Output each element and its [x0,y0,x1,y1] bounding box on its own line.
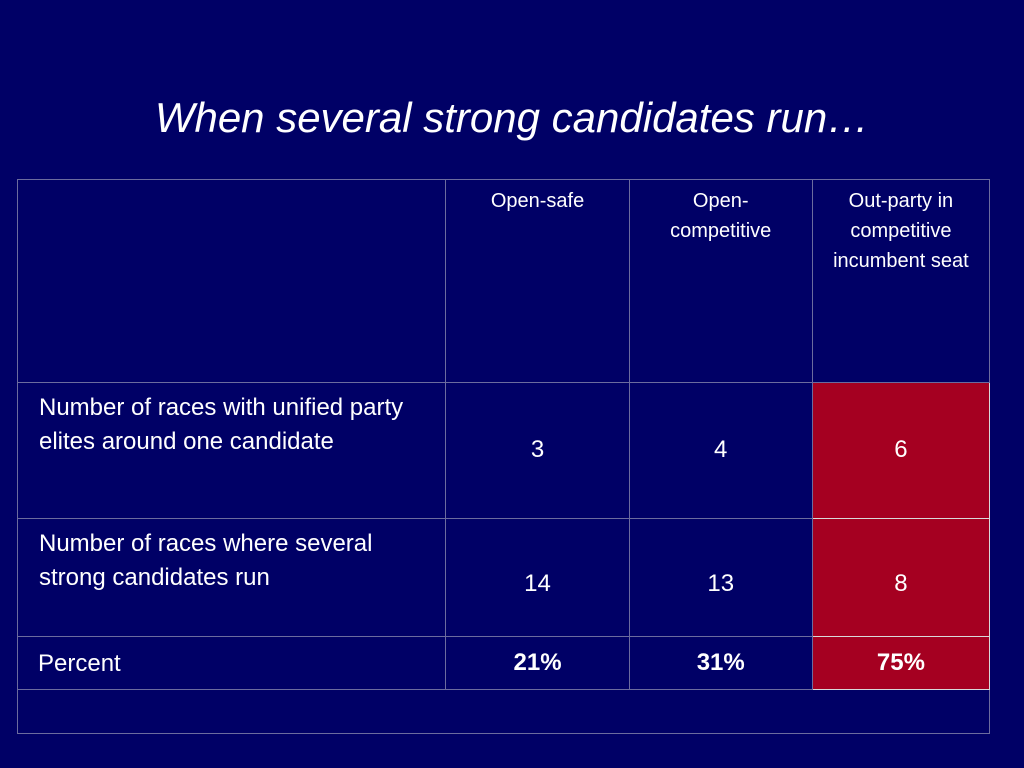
row-label-unified: Number of races with unified party elite… [16,382,447,519]
table-header-row: Open-safe Open-competitive Out-party in … [16,178,991,384]
table-row: Number of races where several strong can… [16,517,991,637]
cell-value: 13 [628,517,813,637]
cell-value-highlighted: 6 [811,382,991,519]
table-empty-row [17,688,990,735]
cell-value-highlighted: 8 [811,517,991,637]
cell-value: 14 [445,517,630,637]
row-label-several: Number of races where several strong can… [16,517,447,637]
cell-value: 3 [445,382,630,519]
row-label-percent: Percent [16,635,447,690]
table-row: Number of races with unified party elite… [16,382,991,519]
cell-value-percent: 31% [628,635,813,690]
empty-cell [17,688,990,735]
cell-value: 4 [628,382,813,519]
table-row: Percent 21% 31% 75% [16,635,991,690]
column-header-out-party: Out-party in competitive incumbent seat [811,178,991,384]
column-header-open-safe: Open-safe [445,178,630,384]
comparison-table: Open-safe Open-competitive Out-party in … [16,178,991,735]
cell-value-percent: 21% [445,635,630,690]
header-corner-cell [16,178,447,384]
column-header-open-competitive: Open-competitive [628,178,813,384]
slide-title: When several strong candidates run… [154,94,870,141]
cell-value-percent-highlighted: 75% [811,635,991,690]
